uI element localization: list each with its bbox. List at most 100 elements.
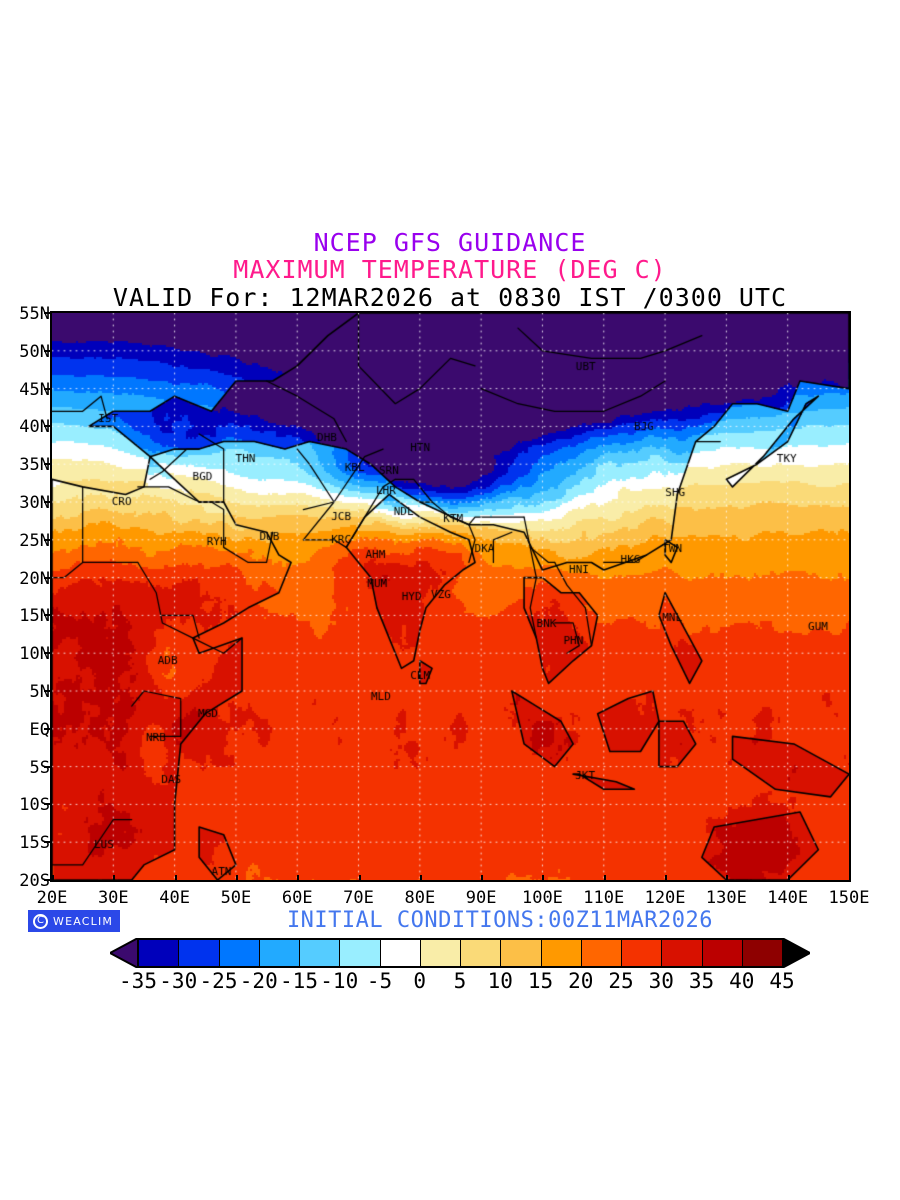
longitude-tick-label: 60E: [281, 888, 313, 908]
longitude-tick-mark: [113, 875, 116, 882]
colorbar-tick-label: 35: [688, 969, 715, 993]
colorbar-swatch: [580, 938, 621, 968]
colorbar-swatch: [379, 938, 420, 968]
colorbar-tick-label: -5: [366, 969, 393, 993]
longitude-tick-label: 110E: [583, 888, 625, 908]
colorbar-swatch: [540, 938, 581, 968]
longitude-tick-label: 130E: [705, 888, 747, 908]
latitude-tick-mark: [44, 501, 51, 503]
latitude-tick-mark: [44, 463, 51, 466]
colorbar-tick-label: -15: [280, 969, 318, 993]
colorbar-tick-label: 10: [487, 969, 513, 993]
latitude-tick-label: 10S: [19, 795, 50, 816]
colorbar-swatch: [178, 938, 219, 968]
latitude-tick-label: 25N: [19, 530, 50, 551]
latitude-tick-mark: [44, 765, 51, 768]
colorbar-swatch: [419, 938, 460, 968]
latitude-tick-label: 15N: [19, 606, 50, 627]
longitude-tick-mark: [419, 875, 422, 882]
longitude-tick-mark: [235, 875, 238, 882]
page-title-parameter: MAXIMUM TEMPERATURE (DEG C): [233, 255, 667, 284]
temperature-map[interactable]: [50, 311, 851, 882]
latitude-tick-mark: [44, 652, 51, 655]
colorbar-tick-label: -25: [199, 969, 238, 993]
longitude-tick-label: 150E: [828, 888, 870, 908]
page-title-valid-time: VALID For: 12MAR2026 at 0830 IST /0300 U…: [112, 283, 788, 312]
latitude-tick-label: 35N: [19, 455, 50, 476]
longitude-tick-label: 80E: [404, 888, 436, 908]
latitude-tick-mark: [44, 387, 51, 390]
latitude-tick-label: 50N: [19, 341, 50, 362]
colorbar-swatch: [460, 938, 501, 968]
latitude-tick-mark: [44, 538, 51, 541]
longitude-tick-label: 100E: [521, 888, 563, 908]
colorbar-tick-label: 15: [527, 969, 554, 993]
latitude-tick-label: 45N: [19, 379, 50, 400]
weaclim-label: WEACLIM: [53, 914, 114, 928]
colorbar-under-arrow: [107, 936, 139, 970]
latitude-tick-mark: [44, 614, 51, 617]
latitude-tick-label: 20N: [19, 568, 50, 589]
latitude-tick-label: EQ: [29, 719, 50, 740]
latitude-tick-mark: [44, 727, 51, 730]
latitude-axis: 55N 50N 45N 40N 35N 30N 25N 20N 15N 10N 5N EQ 5S 10S 1…: [0, 304, 50, 891]
latitude-tick-label: 55N: [19, 304, 50, 324]
longitude-tick-mark: [542, 875, 545, 882]
longitude-tick-mark: [603, 875, 606, 882]
colorbar-swatch: [741, 938, 782, 968]
colorbar-tick-label: -35: [119, 969, 157, 993]
latitude-tick-mark: [44, 576, 51, 579]
latitude-tick-label: 15S: [19, 833, 50, 854]
latitude-tick-mark: [44, 879, 51, 881]
longitude-tick-label: 40E: [159, 888, 190, 908]
colorbar-swatch: [218, 938, 259, 968]
longitude-tick-label: 140E: [767, 888, 809, 908]
longitude-tick-label: 70E: [343, 888, 374, 908]
colorbar-swatch: [258, 938, 299, 968]
longitude-tick-mark: [174, 875, 177, 882]
colorbar-swatch: [621, 938, 662, 968]
longitude-tick-label: 20E: [36, 888, 68, 908]
latitude-tick-mark: [44, 312, 51, 314]
latitude-tick-label: 30N: [19, 493, 50, 513]
colorbar-tick-label: 30: [648, 969, 674, 993]
colorbar-swatch: [661, 938, 702, 968]
colorbar-swatch: [339, 938, 380, 968]
longitude-tick-mark: [665, 875, 668, 882]
latitude-tick-label: 40N: [19, 417, 50, 438]
longitude-tick-label: 30E: [97, 888, 129, 908]
colorbar-tick-label: 0: [413, 969, 427, 993]
colorbar-tick-label: 20: [568, 969, 594, 993]
temperature-heatmap-canvas: [52, 313, 849, 880]
latitude-tick-mark: [44, 349, 51, 352]
latitude-tick-mark: [44, 690, 51, 692]
page-title-agency: NCEP GFS GUIDANCE: [313, 228, 587, 257]
latitude-tick-label: 10N: [19, 644, 50, 665]
longitude-tick-mark: [849, 875, 851, 882]
colorbar-tick-label: 45: [769, 969, 795, 993]
colorbar-swatch: [299, 938, 340, 968]
longitude-tick-mark: [297, 875, 300, 882]
colorbar-tick-label: -10: [320, 969, 359, 993]
colorbar-tick-label: 40: [729, 969, 755, 993]
colorbar-over-arrow: [781, 936, 813, 970]
longitude-tick-mark: [481, 875, 484, 882]
longitude-tick-mark: [787, 875, 790, 882]
colorbar-tick-label: 5: [453, 969, 467, 993]
copyright-icon: C: [33, 913, 48, 929]
initial-conditions-label: INITIAL CONDITIONS:00Z11MAR2026: [286, 908, 714, 933]
colorbar-swatch: [138, 938, 179, 968]
colorbar-tick-label: -30: [159, 969, 198, 993]
latitude-tick-label: 5N: [29, 682, 50, 702]
colorbar-swatch: [701, 938, 742, 968]
latitude-tick-mark: [44, 425, 51, 428]
longitude-axis: 20E 30E 40E 50E 60E 70E 80E 90E 100E 110E 120E 130E…: [37, 875, 869, 908]
latitude-tick-label: 20S: [19, 871, 50, 891]
colorbar-tick-label: 25: [608, 969, 634, 993]
longitude-tick-mark: [726, 875, 729, 882]
latitude-tick-label: 5S: [29, 757, 50, 778]
colorbar-swatch: [500, 938, 541, 968]
colorbar-tick-labels: -35 -30 -25 -20 -15 -10 -5 0 5 10 15 20 25 30 35 40 45: [110, 969, 810, 997]
colorbar-tick-label: -20: [239, 969, 278, 993]
longitude-tick-label: 50E: [220, 888, 252, 908]
